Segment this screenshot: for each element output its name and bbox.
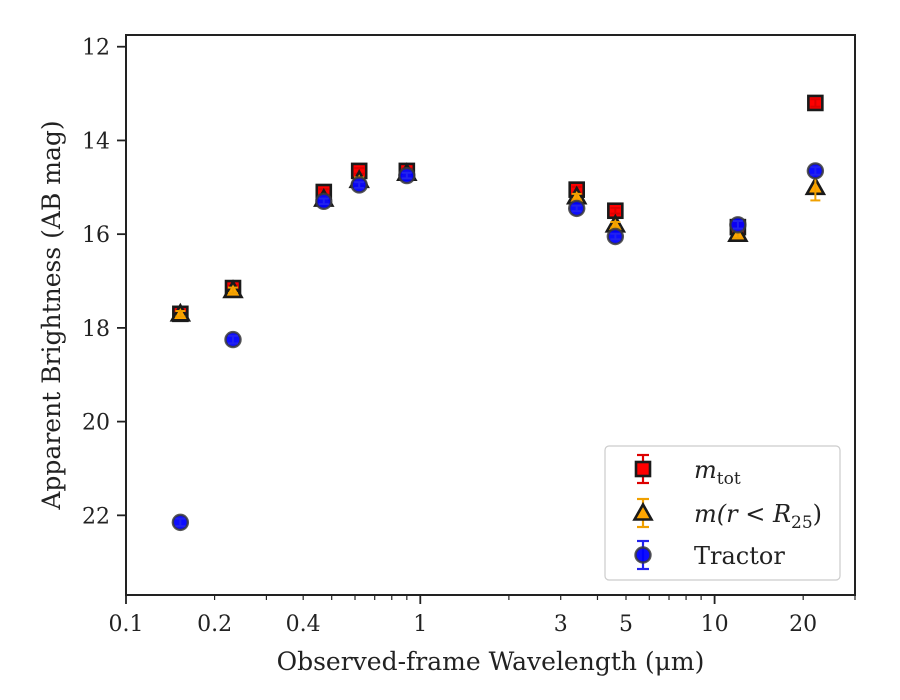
y-axis: 12 14 16 18 20 22 — [82, 36, 126, 529]
error-bar — [732, 220, 743, 230]
x-tick-label: 1 — [413, 612, 427, 637]
error-bar — [318, 197, 329, 206]
data-point-tractor — [171, 513, 190, 532]
legend-marker-m-r25 — [632, 501, 654, 521]
error-bar — [571, 192, 582, 201]
error-bar — [228, 286, 239, 295]
y-tick-label: 18 — [82, 317, 110, 342]
x-axis: 0.1 0.2 0.4 1 3 5 10 20 — [109, 595, 856, 637]
legend: mtot m(r < R25) Tractor — [604, 445, 841, 581]
x-axis-label: Observed-frame Wavelength (μm) — [277, 647, 705, 676]
data-point-m-r25 — [169, 302, 192, 322]
series-mtot — [172, 94, 824, 323]
data-point-tractor — [398, 166, 416, 185]
series-m-r25 — [169, 162, 827, 322]
error-bar — [610, 220, 621, 229]
data-point-tractor — [806, 162, 825, 180]
error-bar — [571, 204, 582, 213]
data-point-tractor — [350, 176, 368, 194]
x-tick-label: 0.2 — [197, 612, 232, 637]
x-tick-label: 0.4 — [286, 612, 321, 637]
legend-label: mtot — [694, 456, 741, 489]
error-bar — [610, 232, 621, 241]
error-bar — [175, 310, 186, 318]
x-tick-label: 5 — [619, 612, 633, 637]
error-bar — [810, 98, 821, 108]
x-tick-label: 20 — [789, 612, 817, 637]
legend-item-m-r25: m(r < R25) — [632, 497, 822, 533]
error-bar — [610, 206, 621, 215]
legend-label: m(r < R25) — [694, 500, 822, 533]
data-point-mtot — [807, 94, 824, 112]
y-tick-label: 16 — [82, 223, 110, 248]
data-points — [169, 94, 827, 532]
y-axis-label: Apparent Brightness (AB mag) — [37, 120, 66, 510]
legend-marker-mtot — [634, 460, 652, 478]
legend-label: Tractor — [694, 542, 785, 570]
data-point-tractor — [224, 330, 242, 349]
error-bar — [175, 517, 186, 528]
y-tick-label: 22 — [82, 504, 110, 529]
data-point-tractor — [315, 192, 333, 211]
error-bar — [354, 181, 365, 189]
y-tick-label: 14 — [82, 129, 110, 154]
series-tractor — [171, 162, 825, 532]
x-tick-label: 0.1 — [109, 612, 144, 637]
error-bar — [401, 171, 412, 180]
data-point-tractor — [568, 199, 586, 218]
x-tick-label: 10 — [701, 612, 729, 637]
legend-item-mtot: mtot — [634, 453, 741, 489]
legend-box — [604, 445, 841, 581]
plot-frame — [125, 34, 856, 596]
x-tick-label: 3 — [554, 612, 568, 637]
error-bar — [810, 166, 821, 176]
data-point-tractor — [606, 227, 625, 246]
y-tick-label: 12 — [82, 36, 110, 61]
y-tick-label: 20 — [82, 411, 110, 436]
legend-item-tractor: Tractor — [634, 539, 785, 571]
error-bar — [228, 334, 239, 345]
data-point-tractor — [729, 216, 747, 234]
legend-marker-tractor — [634, 546, 652, 564]
data-point-m-r25 — [222, 279, 244, 299]
